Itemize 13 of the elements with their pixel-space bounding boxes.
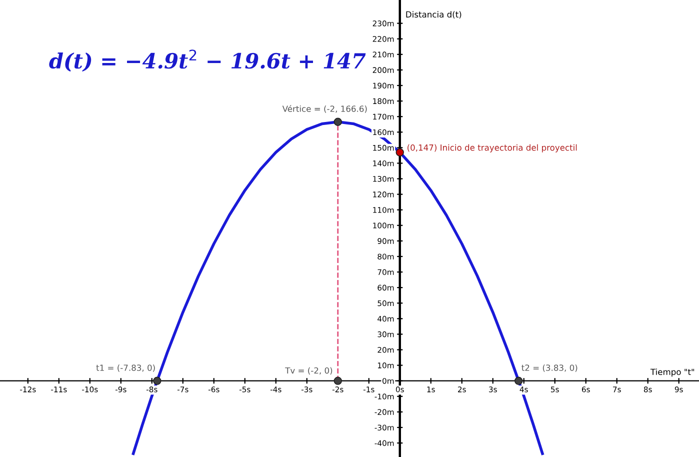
- y-axis-title: Distancia d(t): [406, 11, 462, 19]
- annotation: (0,147) Inicio de trayectoria del proyectil: [408, 144, 577, 152]
- point: [334, 118, 342, 126]
- text: d(t) = −4.9t$^{2}$ − 19.6t + 147: [49, 50, 366, 72]
- annotation: t1 = (-7.83, 0): [96, 364, 155, 372]
- annotation: Vértice = (-2, 166.6): [282, 105, 367, 113]
- point: [334, 376, 342, 385]
- point: [514, 376, 523, 385]
- annotation: t2 = (3.83, 0): [522, 364, 578, 372]
- point: [396, 148, 404, 156]
- annotation: Tv = (-2, 0): [285, 367, 332, 375]
- x-axis-title: Tiempo "t": [650, 368, 694, 377]
- point: [153, 376, 162, 385]
